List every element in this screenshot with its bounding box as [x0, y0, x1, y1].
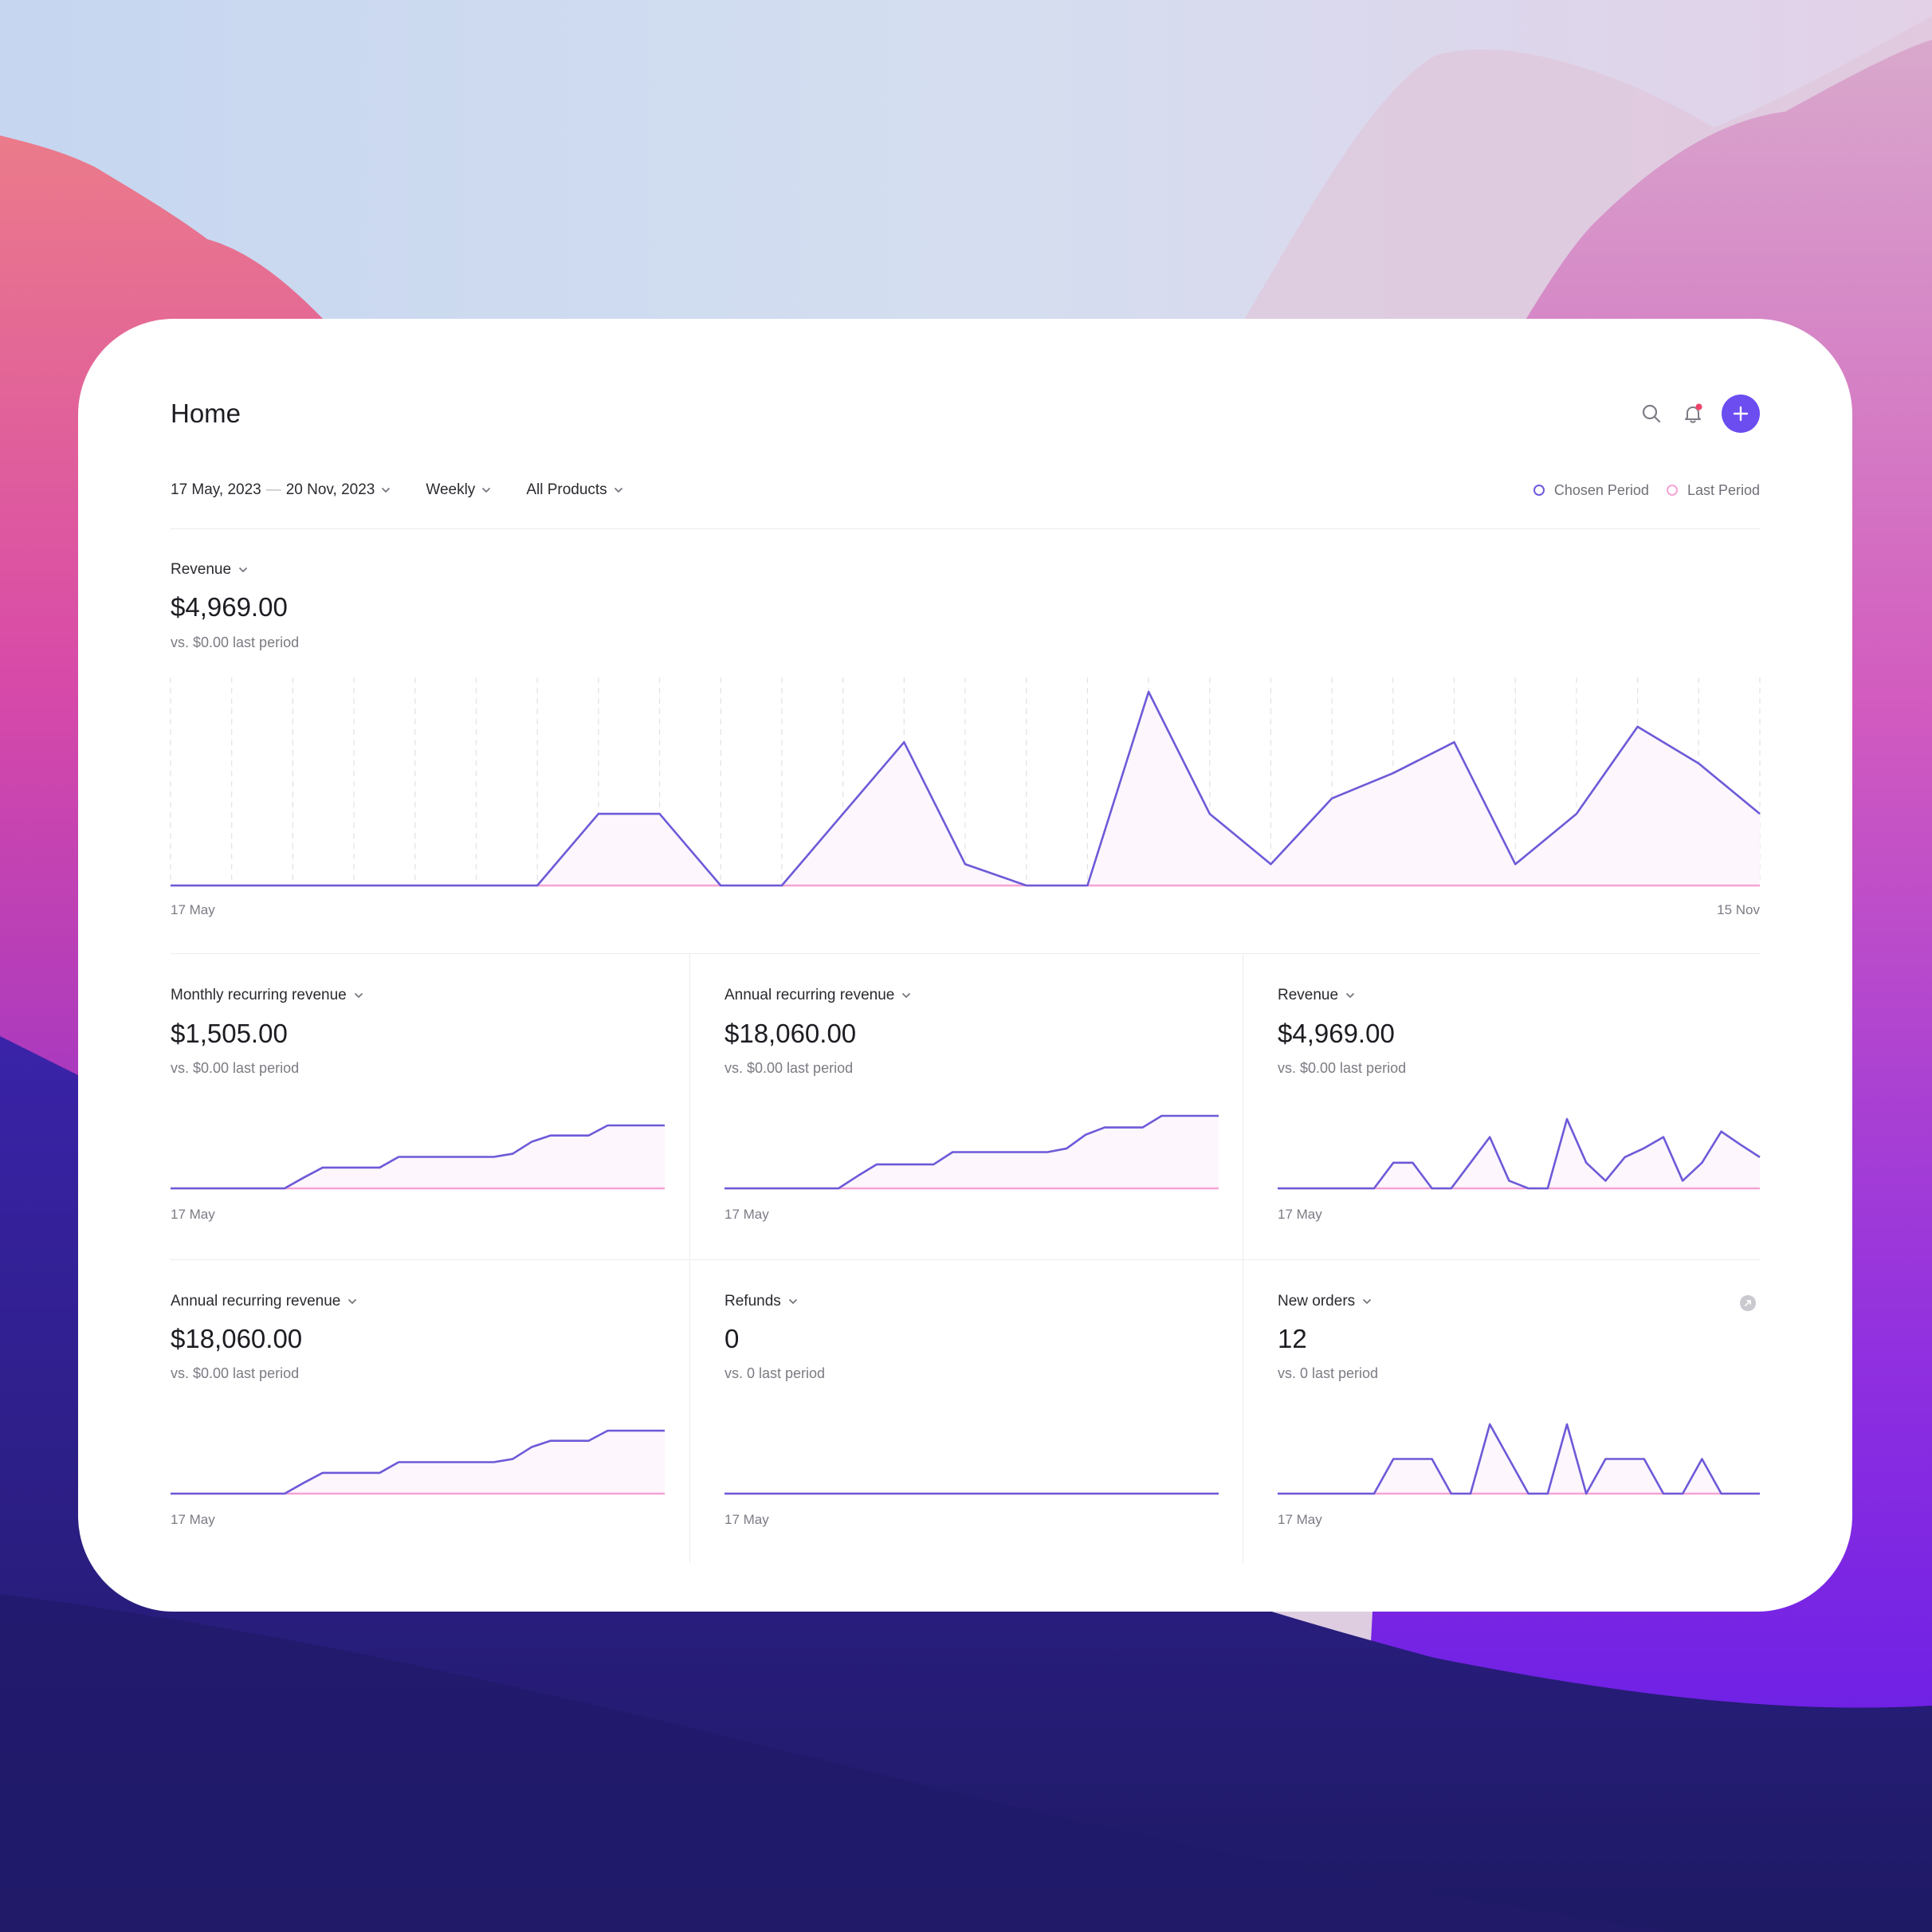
chart-legend: Chosen Period Last Period	[1516, 478, 1760, 502]
products-dropdown[interactable]: All Products	[526, 481, 622, 499]
chevron-down-icon	[614, 487, 622, 493]
x-start-label: 17 May	[171, 1207, 215, 1222]
metric-comparison: vs. 0 last period	[1278, 1365, 1379, 1381]
metric-value: $1,505.00	[171, 1019, 288, 1048]
legend-chosen-label: Chosen Period	[1553, 481, 1649, 498]
chosen-period-line	[724, 1114, 1219, 1190]
info-icon[interactable]	[1738, 1294, 1757, 1313]
chosen-period-area	[1278, 1119, 1760, 1188]
legend-last-period: Last Period	[1666, 481, 1760, 499]
page-title: Home	[171, 399, 242, 428]
x-start-label: 17 May	[724, 1207, 769, 1222]
x-start-label: 17 May	[1278, 1512, 1322, 1527]
metric-label: Annual recurring revenue	[171, 1293, 341, 1310]
chosen-period-line	[171, 1429, 665, 1495]
date-end: 20 Nov, 2023	[285, 481, 375, 498]
chevron-down-icon	[1363, 1298, 1372, 1305]
metric-value: $18,060.00	[171, 1324, 303, 1353]
notification-dot	[1695, 403, 1702, 410]
main-x-end-label: 15 Nov	[1717, 902, 1760, 917]
legend-chosen-period: Chosen Period	[1533, 482, 1649, 499]
metric-label: Revenue	[1278, 987, 1339, 1003]
date-range-picker[interactable]: 17 May, 2023 — 20 Nov, 2023	[171, 481, 391, 499]
column-divider	[689, 954, 690, 1563]
metric-comparison: vs. $0.00 last period	[724, 1060, 854, 1076]
chevron-down-icon	[1345, 992, 1355, 999]
search-icon[interactable]	[1632, 395, 1671, 433]
metric-label: New orders	[1278, 1293, 1356, 1310]
chosen-period-line	[171, 690, 1761, 887]
x-start-label: 17 May	[1278, 1207, 1322, 1222]
arr-chart	[171, 1429, 665, 1495]
arr-chart	[724, 1114, 1219, 1190]
dashboard-card: Home 17 May, 2023 — 20 Nov, 2023 Weekly	[78, 319, 1852, 1612]
revenue-metric-dropdown[interactable]: Revenue	[1278, 987, 1355, 1004]
legend-last-label: Last Period	[1687, 481, 1760, 498]
divider	[171, 1259, 1760, 1260]
chevron-down-icon	[238, 567, 248, 573]
chevron-down-icon	[354, 992, 363, 999]
date-separator: —	[265, 481, 281, 498]
metric-value: 12	[1278, 1324, 1307, 1353]
interval-label: Weekly	[426, 481, 476, 498]
metric-label: Annual recurring revenue	[724, 987, 895, 1003]
chevron-down-icon	[902, 992, 911, 999]
metric-label: Monthly recurring revenue	[171, 987, 347, 1003]
chevron-down-icon	[348, 1298, 357, 1305]
divider	[171, 528, 1760, 529]
metric-comparison: vs. $0.00 last period	[1278, 1060, 1407, 1076]
chosen-period-area	[171, 692, 1760, 886]
chevron-down-icon	[788, 1298, 797, 1305]
arr-metric-dropdown[interactable]: Annual recurring revenue	[171, 1293, 357, 1310]
metric-comparison: vs. 0 last period	[724, 1365, 826, 1381]
new-orders-chart	[1278, 1423, 1760, 1495]
chosen-period-line	[1278, 1423, 1760, 1495]
metric-value: $4,969.00	[1278, 1019, 1395, 1048]
legend-chosen-dot	[1533, 485, 1545, 496]
metric-label: Refunds	[724, 1293, 781, 1310]
chevron-down-icon	[382, 487, 391, 493]
refunds-chart	[724, 1492, 1219, 1495]
add-button[interactable]	[1722, 395, 1760, 433]
products-label: All Products	[526, 481, 607, 498]
main-metric-label: Revenue	[171, 561, 232, 578]
refunds-metric-dropdown[interactable]: Refunds	[724, 1293, 798, 1310]
x-start-label: 17 May	[171, 1512, 215, 1527]
new-orders-metric-dropdown[interactable]: New orders	[1278, 1293, 1372, 1310]
divider	[171, 953, 1760, 954]
revenue-chart	[1278, 1117, 1761, 1190]
metric-comparison: vs. $0.00 last period	[171, 1365, 300, 1381]
chosen-period-line	[171, 1124, 665, 1190]
interval-dropdown[interactable]: Weekly	[426, 481, 491, 499]
chosen-period-area	[1278, 1424, 1760, 1494]
x-start-label: 17 May	[724, 1512, 769, 1527]
filter-bar: 17 May, 2023 — 20 Nov, 2023 Weekly All P…	[171, 478, 623, 502]
date-start: 17 May, 2023	[171, 481, 261, 498]
main-metric-dropdown[interactable]: Revenue	[171, 561, 248, 579]
legend-last-dot	[1666, 485, 1678, 496]
metric-comparison: vs. $0.00 last period	[171, 1060, 300, 1076]
chevron-down-icon	[482, 487, 491, 493]
main-x-start-label: 17 May	[171, 902, 215, 917]
bell-icon[interactable]	[1674, 395, 1712, 433]
main-metric-value: $4,969.00	[171, 592, 288, 622]
metric-value: 0	[724, 1324, 740, 1353]
plus-icon	[1733, 406, 1749, 422]
mrr-metric-dropdown[interactable]: Monthly recurring revenue	[171, 987, 363, 1004]
main-revenue-chart	[170, 677, 1761, 887]
mrr-chart	[171, 1124, 665, 1190]
arr-metric-dropdown[interactable]: Annual recurring revenue	[724, 987, 911, 1004]
main-metric-comparison: vs. $0.00 last period	[171, 634, 300, 650]
metric-value: $18,060.00	[724, 1019, 857, 1048]
chosen-period-line	[1278, 1117, 1761, 1190]
